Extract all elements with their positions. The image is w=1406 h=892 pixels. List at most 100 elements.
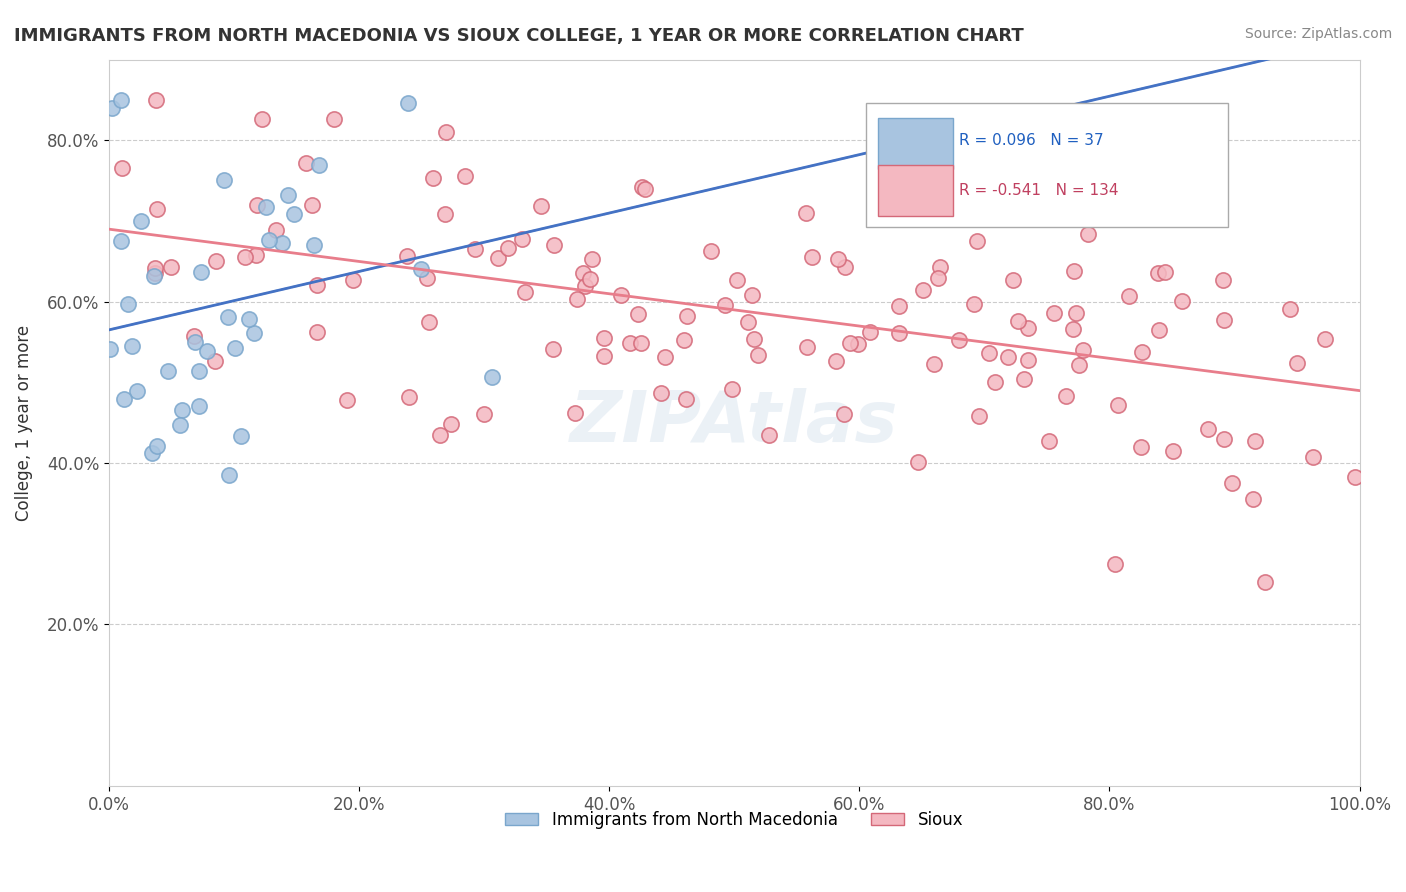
- Point: [927, 271, 949, 285]
- Point: [1071, 343, 1094, 357]
- Point: [254, 200, 277, 214]
- Point: [1104, 557, 1126, 571]
- Point: [654, 350, 676, 364]
- Point: [1161, 444, 1184, 458]
- Point: [322, 112, 344, 126]
- Point: [242, 326, 264, 340]
- Point: [498, 241, 520, 255]
- Point: [250, 112, 273, 126]
- Text: R = -0.541   N = 134: R = -0.541 N = 134: [959, 183, 1119, 198]
- Point: [434, 125, 457, 139]
- Point: [204, 354, 226, 368]
- Point: [302, 237, 325, 252]
- Point: [1344, 469, 1367, 483]
- Point: [966, 234, 988, 248]
- Point: [1147, 323, 1170, 337]
- Text: R = 0.096   N = 37: R = 0.096 N = 37: [959, 134, 1104, 148]
- Point: [472, 407, 495, 421]
- Point: [882, 177, 904, 191]
- Point: [141, 446, 163, 460]
- Point: [796, 206, 818, 220]
- Point: [434, 207, 457, 221]
- Point: [634, 182, 657, 196]
- Point: [264, 223, 287, 237]
- Point: [184, 335, 207, 350]
- Point: [100, 101, 122, 115]
- Point: [541, 343, 564, 357]
- Point: [398, 390, 420, 404]
- Point: [714, 297, 737, 311]
- Point: [1130, 345, 1153, 359]
- Point: [481, 370, 503, 384]
- Point: [117, 296, 139, 310]
- Point: [156, 364, 179, 378]
- Point: [308, 158, 330, 172]
- Point: [1081, 202, 1104, 216]
- Point: [307, 326, 329, 340]
- Point: [832, 407, 855, 421]
- Point: [183, 329, 205, 343]
- Point: [530, 199, 553, 213]
- Point: [212, 173, 235, 187]
- Point: [741, 288, 763, 302]
- Y-axis label: College, 1 year or more: College, 1 year or more: [15, 325, 32, 521]
- Point: [1017, 321, 1039, 335]
- Point: [283, 207, 305, 221]
- Point: [650, 385, 672, 400]
- Point: [1197, 422, 1219, 436]
- Point: [429, 428, 451, 442]
- Point: [834, 260, 856, 275]
- Point: [827, 252, 849, 267]
- Point: [839, 335, 862, 350]
- Point: [111, 161, 134, 175]
- Point: [218, 467, 240, 482]
- Point: [1077, 227, 1099, 241]
- Point: [627, 308, 650, 322]
- Point: [922, 357, 945, 371]
- Point: [187, 399, 209, 413]
- Point: [143, 261, 166, 276]
- Point: [921, 202, 943, 216]
- Point: [170, 402, 193, 417]
- Point: [574, 279, 596, 293]
- Point: [737, 315, 759, 329]
- FancyBboxPatch shape: [866, 103, 1229, 227]
- Text: ZIPAtlas: ZIPAtlas: [569, 388, 898, 458]
- Point: [825, 353, 848, 368]
- Point: [217, 310, 239, 325]
- Point: [725, 273, 748, 287]
- Point: [747, 348, 769, 362]
- Point: [188, 363, 211, 377]
- Point: [464, 243, 486, 257]
- Point: [121, 338, 143, 352]
- Point: [98, 342, 121, 356]
- Point: [967, 409, 990, 424]
- Point: [579, 272, 602, 286]
- Point: [110, 234, 132, 248]
- Point: [858, 325, 880, 339]
- Point: [543, 237, 565, 252]
- Point: [676, 310, 699, 324]
- FancyBboxPatch shape: [879, 165, 953, 216]
- Point: [875, 211, 897, 226]
- Point: [159, 260, 181, 274]
- Point: [1241, 492, 1264, 507]
- Point: [257, 233, 280, 247]
- FancyBboxPatch shape: [879, 118, 953, 169]
- Point: [245, 198, 267, 212]
- Point: [396, 248, 419, 262]
- Point: [846, 337, 869, 351]
- Point: [1212, 273, 1234, 287]
- Point: [801, 251, 824, 265]
- Point: [977, 346, 1000, 360]
- Point: [567, 292, 589, 306]
- Point: [110, 93, 132, 107]
- Point: [195, 343, 218, 358]
- Point: [887, 326, 910, 341]
- Point: [984, 375, 1007, 389]
- Point: [515, 285, 537, 300]
- Point: [610, 287, 633, 301]
- Point: [1220, 475, 1243, 490]
- Point: [1012, 372, 1035, 386]
- Point: [416, 270, 439, 285]
